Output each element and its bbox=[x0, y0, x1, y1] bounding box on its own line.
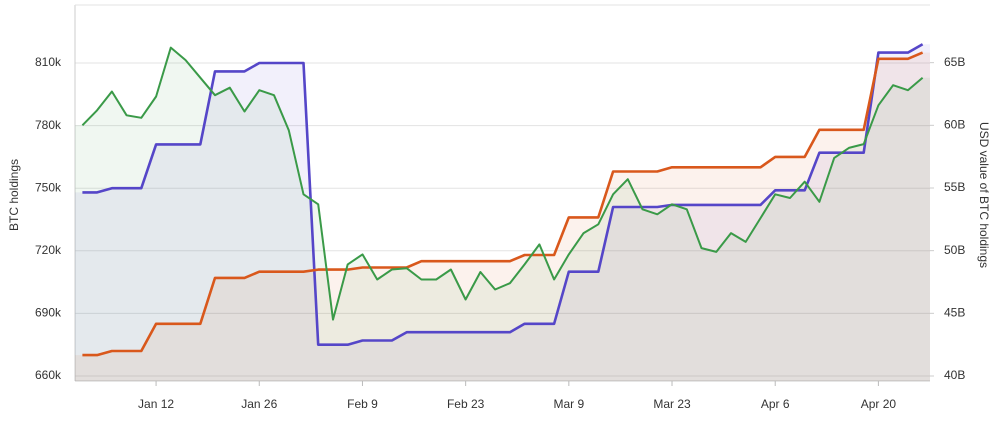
x-tick-label: Feb 9 bbox=[347, 397, 378, 411]
y-tick-label: 660k bbox=[35, 368, 62, 382]
y2-tick-label: 45B bbox=[944, 305, 965, 319]
x-tick-label: Jan 12 bbox=[138, 397, 174, 411]
x-tick-label: Mar 9 bbox=[553, 397, 584, 411]
y2-axis-title: USD value of BTC holdings bbox=[977, 122, 991, 268]
y-tick-label: 750k bbox=[35, 180, 62, 194]
y2-tick-label: 50B bbox=[944, 243, 965, 257]
line bbox=[82, 51, 924, 357]
line bbox=[82, 43, 924, 346]
y-axis-title: BTC holdings bbox=[7, 159, 21, 231]
x-tick-label: Jan 26 bbox=[241, 397, 277, 411]
x-tick-label: Mar 23 bbox=[653, 397, 691, 411]
y-tick-label: 810k bbox=[35, 55, 62, 69]
y2-tick-label: 65B bbox=[944, 55, 965, 69]
y-tick-label: 780k bbox=[35, 118, 62, 132]
line bbox=[81, 46, 924, 321]
x-tick-label: Apr 6 bbox=[761, 397, 790, 411]
y2-tick-label: 40B bbox=[944, 368, 965, 382]
y2-tick-label: 60B bbox=[944, 117, 965, 131]
area bbox=[75, 52, 930, 381]
y-tick-label: 690k bbox=[35, 306, 62, 320]
x-tick-label: Apr 20 bbox=[861, 397, 897, 411]
y-tick-label: 720k bbox=[35, 243, 62, 257]
x-tick-label: Feb 23 bbox=[447, 397, 485, 411]
y2-tick-label: 55B bbox=[944, 180, 965, 194]
